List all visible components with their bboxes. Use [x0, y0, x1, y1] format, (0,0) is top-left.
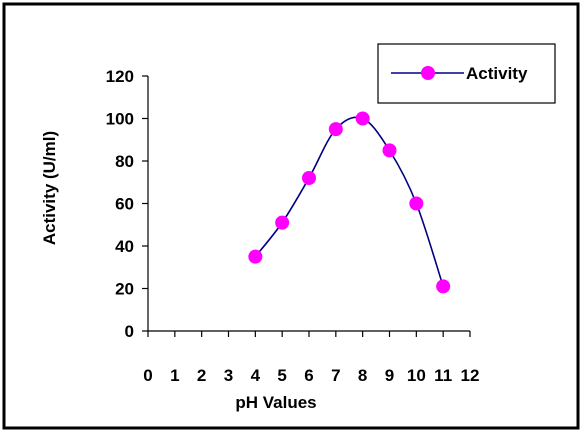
x-tick-label: 0 — [143, 366, 152, 385]
x-tick-label: 11 — [434, 366, 452, 385]
x-tick-label: 4 — [251, 366, 261, 385]
y-axis-title: Activity (U/ml) — [40, 131, 59, 245]
x-tick-label: 6 — [304, 366, 313, 385]
legend-marker-activity — [421, 66, 435, 80]
data-point-ph-8 — [355, 111, 370, 126]
data-point-ph-7 — [328, 122, 343, 137]
y-tick-label: 120 — [106, 67, 134, 86]
data-point-ph-5 — [275, 215, 290, 230]
y-tick-label: 40 — [115, 237, 134, 256]
x-tick-label: 1 — [170, 366, 179, 385]
series-points-activity — [248, 111, 451, 294]
y-tick-label: 0 — [125, 322, 134, 341]
y-tick-label: 60 — [115, 195, 134, 214]
data-point-ph-4 — [248, 249, 263, 264]
legend: Activity — [377, 43, 556, 104]
data-point-ph-11 — [436, 279, 451, 294]
x-tick-label: 12 — [461, 366, 480, 385]
data-point-ph-9 — [382, 143, 397, 158]
data-point-ph-6 — [302, 171, 316, 185]
data-point-ph-10 — [409, 196, 424, 211]
y-tick-label: 80 — [115, 152, 134, 171]
legend-label-activity: Activity — [466, 64, 528, 83]
x-axis-title: pH Values — [235, 393, 316, 412]
y-ticks: 0 20 40 60 80 100 120 — [106, 67, 148, 341]
x-tick-label: 9 — [385, 366, 394, 385]
y-tick-label: 100 — [106, 110, 134, 129]
y-tick-label: 20 — [115, 280, 134, 299]
x-tick-label: 5 — [277, 366, 286, 385]
x-tick-label: 7 — [331, 366, 340, 385]
x-tick-label: 8 — [358, 366, 367, 385]
x-tick-label: 2 — [197, 366, 206, 385]
x-tick-label: 3 — [224, 366, 233, 385]
x-tick-label: 10 — [407, 366, 426, 385]
x-ticks: 0 1 2 3 4 5 6 7 8 9 10 11 12 — [143, 331, 479, 385]
